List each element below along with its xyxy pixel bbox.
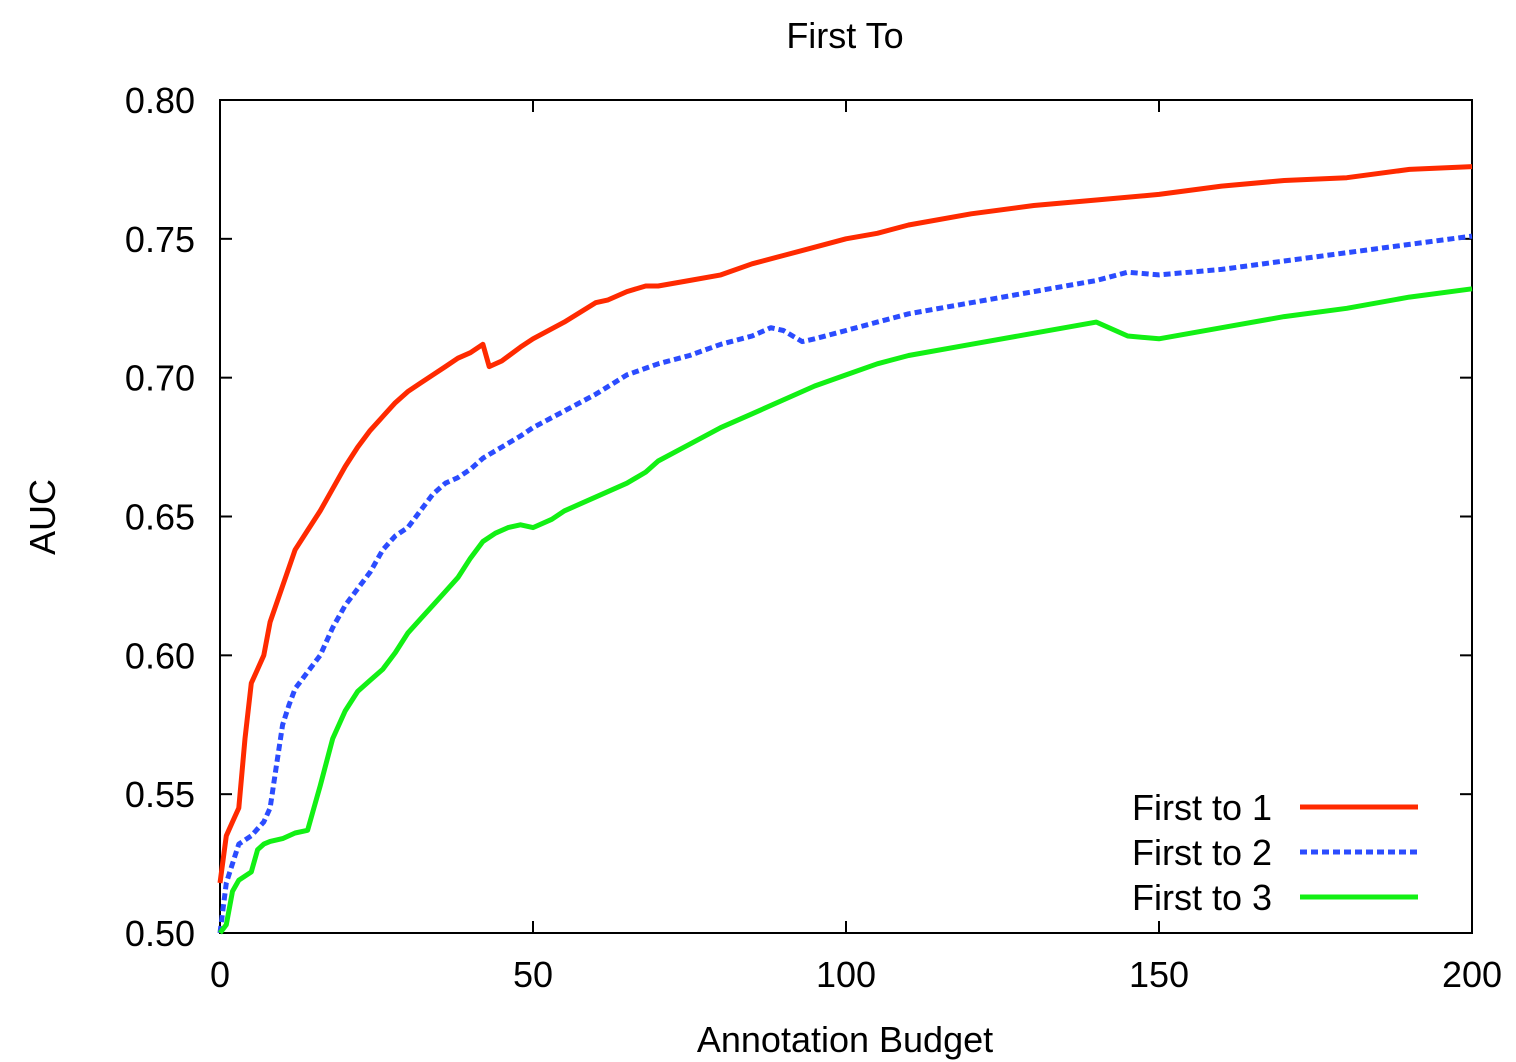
y-tick-label: 0.65 [125,497,195,538]
plot-area: 0 50 100 150 200 0.50 0.55 0.60 0.65 0.70 0.75 0.80 [125,80,1502,995]
x-tick-label: 50 [513,954,553,995]
series-line-3 [218,286,1473,935]
x-tick-label: 100 [816,954,876,995]
y-tick-label: 0.55 [125,774,195,815]
chart-title: First To [786,15,903,56]
legend-label-3: First to 3 [1132,877,1272,918]
x-tick-label: 150 [1129,954,1189,995]
legend-label-1: First to 1 [1132,787,1272,828]
x-axis-label: Annotation Budget [697,1019,993,1060]
series-line-2 [217,233,1473,934]
x-tick-label: 200 [1442,954,1502,995]
legend-label-2: First to 2 [1132,832,1272,873]
series-line-1 [217,164,1473,884]
plot-frame [219,99,1473,934]
y-axis-label: AUC [22,479,63,555]
y-tick-label: 0.80 [125,80,195,121]
y-tick-label: 0.75 [125,219,195,260]
y-tick-label: 0.70 [125,358,195,399]
y-tick-label: 0.50 [125,913,195,954]
y-tick-label: 0.60 [125,635,195,676]
x-tick-label: 0 [210,954,230,995]
